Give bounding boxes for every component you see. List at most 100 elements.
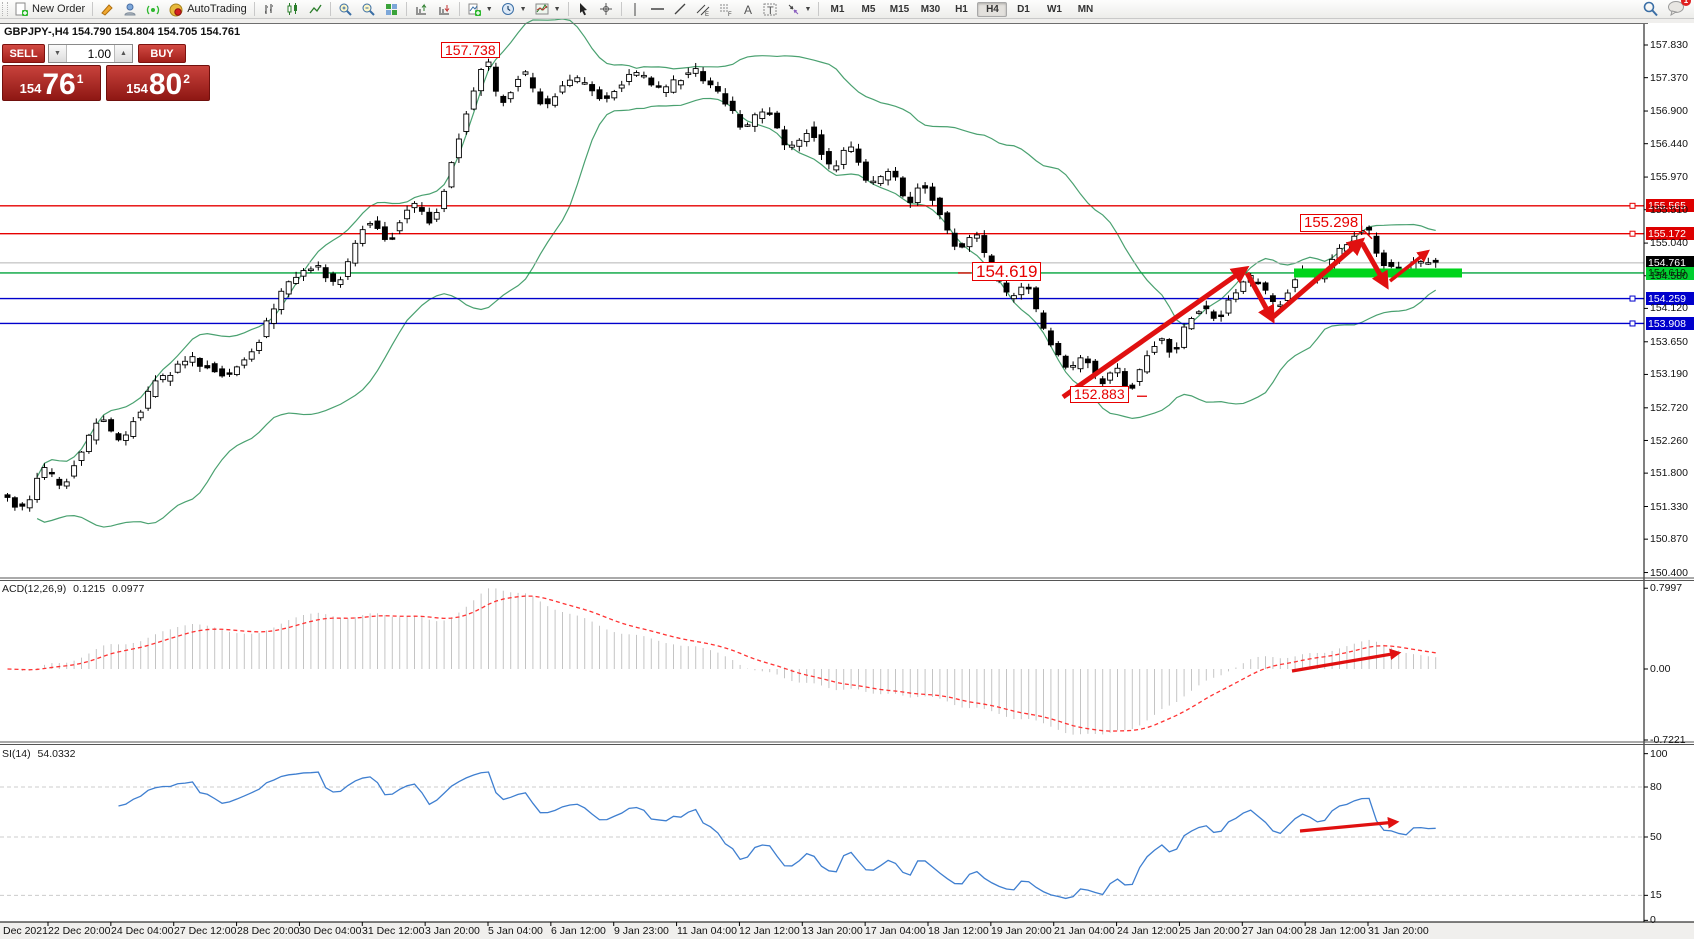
add-indicator-button[interactable]: ▼ — [463, 1, 497, 17]
timeframe-m1[interactable]: M1 — [830, 3, 845, 15]
time-label-15: 18 Jan 12:00 — [928, 925, 989, 937]
time-label-21: 28 Jan 12:00 — [1305, 925, 1366, 937]
swing-low-callout[interactable]: 152.883 — [1070, 386, 1129, 403]
volume-value[interactable]: 1.00 — [87, 46, 111, 61]
bar-chart-icon — [264, 3, 273, 14]
time-label-5: 30 Dec 04:00 — [299, 925, 362, 937]
line-chart-button[interactable] — [304, 1, 327, 17]
vertical-line-icon — [634, 2, 636, 16]
sell-price-figure: 154 — [19, 81, 42, 96]
sell-price-pips: 76 — [42, 68, 76, 101]
resistance-line-2-label: 155.172 — [1646, 227, 1694, 241]
support-line-1-label: 154.259 — [1646, 292, 1694, 305]
timeframe-d1[interactable]: D1 — [1017, 3, 1030, 15]
text-icon: A — [744, 3, 752, 17]
volume-decrease-button[interactable]: ▼ — [49, 45, 67, 62]
arrange-down-button[interactable] — [433, 1, 456, 17]
cursor-button[interactable] — [572, 1, 595, 17]
bar-chart-button[interactable] — [258, 1, 281, 17]
signals-button[interactable] — [142, 1, 165, 17]
main-toolbar: New Order AutoTrading ▼ ▼ ▼ E F A T ▼ M1… — [0, 0, 1694, 19]
time-label-6: 31 Dec 12:00 — [362, 925, 425, 937]
shapes-button[interactable]: ▼ — [782, 1, 816, 17]
one-click-trading-panel: SELL ▼ 1.00 ▲ BUY 154 76 1 154 80 2 — [2, 44, 210, 101]
sell-price-display[interactable]: 154 76 1 — [2, 65, 102, 101]
new-order-icon — [15, 2, 28, 16]
rsi-axis-100: 100 — [1650, 747, 1668, 760]
timeframe-w1[interactable]: W1 — [1046, 3, 1062, 15]
price-tick-155.510: 155.510 — [1650, 203, 1688, 216]
resistance-line-1-label: 155.565 — [1646, 199, 1694, 213]
timeframe-h4[interactable]: H4 — [977, 1, 1008, 17]
price-tick-155.040: 155.040 — [1650, 237, 1688, 250]
arrange-up-button[interactable] — [410, 1, 433, 17]
channel-button[interactable]: E — [692, 1, 715, 17]
crayon-button[interactable] — [96, 1, 119, 17]
add-indicator-icon — [468, 3, 481, 16]
time-label-18: 24 Jan 12:00 — [1117, 925, 1178, 937]
profile-icon — [124, 3, 136, 15]
text-label-button[interactable]: T — [759, 1, 782, 17]
new-order-button[interactable]: New Order — [10, 1, 89, 17]
minor-high-callout[interactable]: 155.298 — [1300, 214, 1363, 233]
vertical-line-button[interactable] — [625, 1, 646, 17]
rsi-axis-0: 0 — [1650, 914, 1656, 927]
price-tick-152.260: 152.260 — [1650, 434, 1688, 447]
template-button[interactable]: ▼ — [531, 1, 565, 17]
candlestick-button[interactable] — [281, 1, 304, 17]
fibonacci-button[interactable]: F — [715, 1, 738, 17]
period-button[interactable]: ▼ — [497, 1, 531, 17]
zoom-in-icon — [339, 3, 352, 16]
panel-splitter[interactable] — [0, 576, 1694, 583]
zoom-in-button[interactable] — [334, 1, 357, 17]
price-tick-156.440: 156.440 — [1650, 137, 1688, 150]
chat-button[interactable]: 1 — [1667, 0, 1691, 19]
chart-title: GBPJPY-,H4 154.790 154.804 154.705 154.7… — [4, 26, 241, 38]
macd-label: ACD(12,26,9) 0.1215 0.0977 — [2, 583, 145, 595]
horizontal-line-button[interactable] — [646, 1, 669, 17]
toolbar-grip[interactable] — [2, 2, 8, 16]
macd-axis-0.7997: 0.7997 — [1650, 582, 1683, 595]
tile-windows-button[interactable] — [380, 1, 403, 17]
time-label-22: 31 Jan 20:00 — [1368, 925, 1429, 937]
text-button[interactable]: A — [738, 1, 759, 17]
crayon-icon — [101, 3, 113, 16]
current-price-line-label: 154.761 — [1646, 256, 1694, 270]
time-label-1: 22 Dec 20:00 — [48, 925, 111, 937]
panel-splitter[interactable] — [0, 740, 1694, 747]
arrange-up-icon — [415, 3, 427, 14]
trendline-icon — [674, 3, 685, 14]
price-tick-154.580: 154.580 — [1650, 269, 1688, 282]
timeframe-m15[interactable]: M15 — [889, 3, 910, 15]
support-line-2-label: 153.908 — [1646, 317, 1694, 330]
price-tick-154.120: 154.120 — [1650, 302, 1688, 315]
autotrading-button[interactable]: AutoTrading — [165, 1, 251, 17]
timeframe-m30[interactable]: M30 — [920, 3, 941, 15]
search-icon[interactable] — [1642, 1, 1659, 17]
price-tick-157.830: 157.830 — [1650, 39, 1688, 51]
timeframe-h1[interactable]: H1 — [955, 3, 968, 15]
sell-button[interactable]: SELL — [2, 44, 45, 63]
buy-button[interactable]: BUY — [138, 44, 186, 63]
timeframe-bar: M1 M5 M15 M30 H1 H4 D1 W1 MN — [822, 1, 1100, 17]
buy-price-display[interactable]: 154 80 2 — [106, 65, 210, 101]
crosshair-button[interactable] — [595, 1, 618, 17]
timeframe-mn[interactable]: MN — [1077, 3, 1094, 15]
rsi-label: SI(14) 54.0332 — [2, 748, 76, 760]
volume-stepper[interactable]: ▼ 1.00 ▲ — [48, 44, 133, 63]
trendline-button[interactable] — [669, 1, 692, 17]
clock-icon — [501, 2, 514, 15]
key-level-callout[interactable]: 154.619 — [972, 261, 1042, 282]
zoom-out-button[interactable] — [357, 1, 380, 17]
svg-text:E: E — [705, 12, 709, 17]
fibonacci-icon: F — [719, 4, 732, 17]
price-tick-150.870: 150.870 — [1650, 533, 1688, 546]
volume-increase-button[interactable]: ▲ — [114, 45, 132, 62]
timeframe-m5[interactable]: M5 — [861, 3, 876, 15]
time-label-0: Dec 2021 — [3, 925, 48, 937]
price-tick-150.400: 150.400 — [1650, 566, 1688, 579]
profile-button[interactable] — [119, 1, 142, 17]
swing-high-callout[interactable]: 157.738 — [441, 41, 500, 59]
macd-axis--0.7221: -0.7221 — [1650, 734, 1686, 746]
